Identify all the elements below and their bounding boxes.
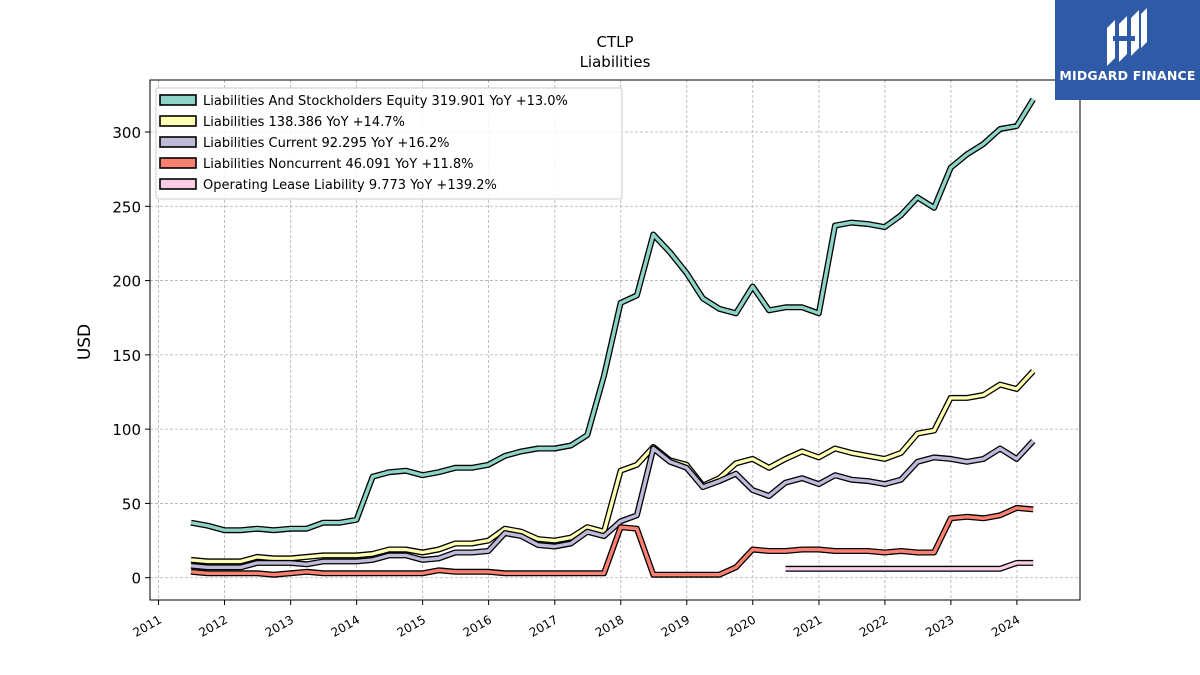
- x-tick-label: 2014: [329, 612, 362, 639]
- logo-mark-icon: [1107, 8, 1147, 66]
- series-stroke: [190, 439, 1035, 569]
- x-tick-label: 2023: [923, 612, 956, 639]
- x-tick-label: 2013: [263, 612, 296, 639]
- x-tick-label: 2024: [989, 612, 1022, 639]
- y-axis-label: USD: [75, 324, 95, 360]
- legend-label: Operating Lease Liability 9.773 YoY +139…: [203, 178, 497, 193]
- x-tick-label: 2019: [659, 612, 692, 639]
- legend-label: Liabilities And Stockholders Equity 319.…: [203, 94, 568, 109]
- x-tick-label: 2017: [527, 612, 560, 639]
- series-line-4: [190, 504, 1034, 578]
- y-tick-label: 100: [112, 421, 141, 439]
- series-stroke: [190, 370, 1035, 564]
- legend-swatch: [159, 157, 197, 169]
- legend-box: [155, 87, 623, 200]
- y-tick-label: 50: [122, 495, 141, 513]
- x-tick-label: 2012: [197, 612, 230, 639]
- x-tick-label: 2015: [395, 612, 428, 639]
- x-tick-label: 2022: [857, 612, 890, 639]
- y-tick-label: 0: [131, 570, 141, 588]
- series-line-2: [190, 369, 1036, 565]
- legend-swatch: [159, 136, 197, 148]
- x-tick-label: 2018: [593, 612, 626, 639]
- legend-label: Liabilities Noncurrent 46.091 YoY +11.8%: [203, 157, 474, 172]
- plot-frame: [149, 79, 1081, 601]
- legend: Liabilities And Stockholders Equity 319.…: [155, 87, 623, 200]
- series-stroke: [190, 98, 1035, 532]
- x-tick-label: 2021: [791, 612, 824, 639]
- legend-swatch: [159, 94, 197, 106]
- series-stroke: [190, 506, 1034, 577]
- legend-label: Liabilities Current 92.295 YoY +16.2%: [203, 136, 450, 151]
- chart-subtitle: Liabilities: [580, 53, 651, 71]
- series-line-1: [190, 97, 1036, 534]
- legend-swatch: [159, 178, 197, 190]
- legend-swatch: [159, 115, 197, 127]
- logo-text: MIDGARD FINANCE: [1059, 68, 1196, 83]
- y-tick-label: 300: [112, 124, 141, 142]
- midgard-finance-logo: MIDGARD FINANCE: [1055, 0, 1200, 100]
- legend-label: Liabilities 138.386 YoY +14.7%: [203, 115, 405, 130]
- series-line-5: [785, 559, 1034, 572]
- series-line-3: [190, 438, 1036, 571]
- x-tick-label: 2020: [725, 612, 758, 639]
- y-tick-label: 250: [112, 198, 141, 216]
- chart-title: CTLP: [596, 33, 633, 51]
- x-tick-label: 2011: [131, 612, 164, 639]
- series-stroke: [785, 561, 1034, 571]
- x-tick-label: 2016: [461, 612, 494, 639]
- series-lines: [190, 97, 1036, 578]
- y-tick-label: 200: [112, 273, 141, 291]
- y-tick-label: 150: [112, 347, 141, 365]
